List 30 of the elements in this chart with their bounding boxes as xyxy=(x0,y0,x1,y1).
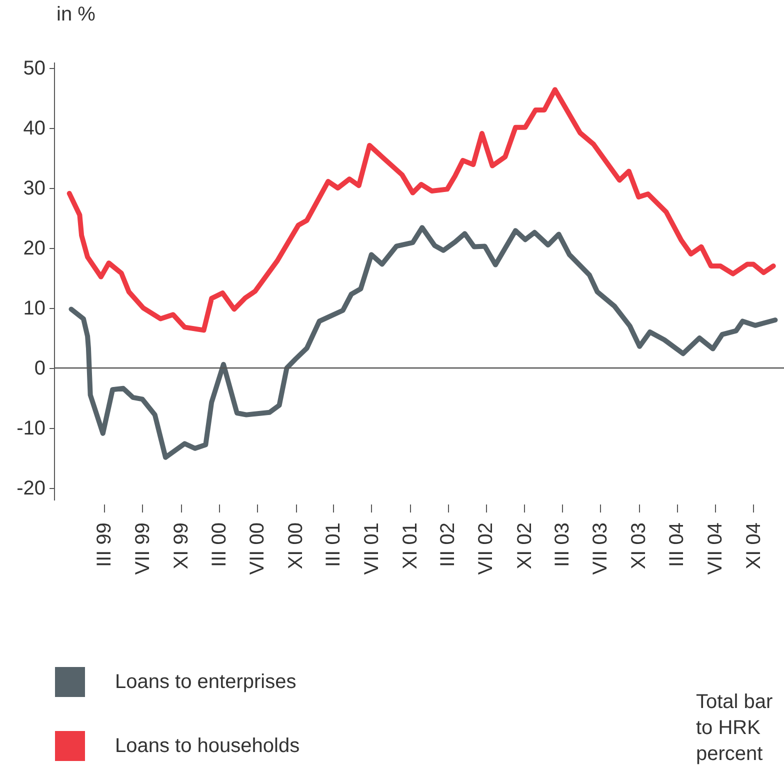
x-tick-label: VII 00 xyxy=(246,522,269,575)
y-tick-label: 30 xyxy=(23,178,46,200)
text: Total bar to HRK percent xyxy=(696,691,774,765)
x-tick-label: XI 01 xyxy=(399,522,422,570)
y-tick-label: 50 xyxy=(23,58,46,80)
y-tick-label: 0 xyxy=(34,358,46,380)
x-tick-label: III 01 xyxy=(322,522,345,567)
y-tick-label: -10 xyxy=(16,418,46,440)
x-tick-label: III 99 xyxy=(94,522,116,567)
y-tick-label: 10 xyxy=(23,298,46,320)
x-tick-label: XI 99 xyxy=(170,522,192,570)
y-axis-title: in % xyxy=(56,4,96,26)
x-tick-label: XI 04 xyxy=(742,522,765,570)
x-tick-label: XI 00 xyxy=(285,522,308,570)
x-tick-label: III 00 xyxy=(208,522,230,567)
x-tick-label: VII 99 xyxy=(132,522,154,575)
x-tick-label: VII 02 xyxy=(475,522,498,575)
legend-label: Loans to households xyxy=(115,735,300,757)
x-tick-label: VII 04 xyxy=(704,522,726,575)
y-tick-label: 40 xyxy=(23,118,46,140)
x-tick-label: III 03 xyxy=(551,522,574,567)
x-tick-label: VII 01 xyxy=(360,522,383,575)
legend-label: Loans to enterprises xyxy=(115,671,296,693)
x-tick-label: XI 03 xyxy=(628,522,650,570)
y-tick-label: 20 xyxy=(23,238,46,260)
x-tick-label: XI 02 xyxy=(514,522,536,570)
x-tick-label: III 02 xyxy=(437,522,460,567)
y-tick-label: -20 xyxy=(16,478,46,500)
x-tick-label: III 04 xyxy=(666,522,688,567)
x-tick-label: VII 03 xyxy=(590,522,612,575)
